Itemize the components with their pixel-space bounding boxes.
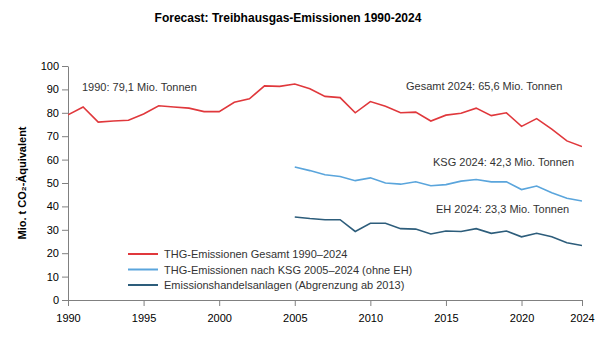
tick-label: 50 xyxy=(47,177,59,189)
legend-swatch xyxy=(128,269,158,271)
legend-item: Emissionshandelsanlagen (Abgrenzung ab 2… xyxy=(128,279,404,291)
tick: 2020 xyxy=(510,300,534,324)
line xyxy=(295,167,582,201)
tick-mark xyxy=(62,230,68,231)
legend-swatch xyxy=(128,253,158,255)
tick-mark xyxy=(219,300,220,306)
tick-mark xyxy=(62,300,68,301)
legend: THG-Emissionen Gesamt 1990–2024 THG-Emiss… xyxy=(128,248,412,291)
tick-label: 2020 xyxy=(510,312,534,324)
tick-mark xyxy=(62,183,68,184)
tick-label: 40 xyxy=(47,200,59,212)
tick: 1995 xyxy=(132,300,156,324)
tick-label: 2000 xyxy=(207,312,231,324)
tick-label: 10 xyxy=(47,271,59,283)
tick-mark xyxy=(295,300,296,306)
tick-label: 20 xyxy=(47,247,59,259)
tick-label: 80 xyxy=(47,107,59,119)
tick-label: 100 xyxy=(41,60,59,72)
tick: 1990 xyxy=(56,300,80,324)
tick-mark xyxy=(62,253,68,254)
tick: 2015 xyxy=(434,300,458,324)
tick: 30 xyxy=(47,224,68,236)
tick-label: 2024 xyxy=(570,312,594,324)
axis-line xyxy=(69,300,583,301)
tick-mark xyxy=(522,300,523,306)
tick-mark xyxy=(144,300,145,306)
legend-label: Emissionshandelsanlagen (Abgrenzung ab 2… xyxy=(164,279,404,291)
y-axis: 0 10 20 30 40 50 60 70 80 90 100 xyxy=(41,60,69,306)
legend-label: THG-Emissionen nach KSG 2005–2024 (ohne … xyxy=(164,264,412,276)
y-axis-label: Mio. t CO₂-Äquivalent xyxy=(16,126,28,239)
tick-mark xyxy=(62,206,68,207)
tick-mark xyxy=(62,136,68,137)
annotation: Gesamt 2024: 65,6 Mio. Tonnen xyxy=(406,80,562,92)
tick-mark xyxy=(62,277,68,278)
legend-swatch xyxy=(128,284,158,286)
tick-label: 30 xyxy=(47,224,59,236)
tick-label: 2015 xyxy=(434,312,458,324)
tick: 50 xyxy=(47,177,68,189)
legend-item: THG-Emissionen nach KSG 2005–2024 (ohne … xyxy=(128,264,412,276)
tick: 2005 xyxy=(283,300,307,324)
tick: 0 xyxy=(53,294,68,306)
tick: 70 xyxy=(47,130,68,142)
tick: 20 xyxy=(47,247,68,259)
tick-mark xyxy=(62,66,68,67)
x-axis: 1990 1995 2000 2005 2010 2015 2020 2024 xyxy=(56,300,594,324)
annotation: 1990: 79,1 Mio. Tonnen xyxy=(82,81,197,93)
tick-mark xyxy=(446,300,447,306)
tick-mark xyxy=(68,300,69,306)
tick-label: 70 xyxy=(47,130,59,142)
tick: 40 xyxy=(47,200,68,212)
tick-label: 1995 xyxy=(132,312,156,324)
tick-label: 90 xyxy=(47,83,59,95)
tick: 10 xyxy=(47,271,68,283)
tick-label: 60 xyxy=(47,154,59,166)
plot: 1990 1995 2000 2005 2010 2015 2020 2024 0 10 20 30 4… xyxy=(41,60,595,324)
line xyxy=(68,84,582,146)
chart: Forecast: Treibhausgas-Emissionen 1990-2… xyxy=(0,0,616,350)
tick: 90 xyxy=(47,83,68,95)
tick: 60 xyxy=(47,154,68,166)
tick-mark xyxy=(370,300,371,306)
tick-label: 0 xyxy=(53,294,59,306)
annotation: EH 2024: 23,3 Mio. Tonnen xyxy=(436,203,569,215)
tick: 80 xyxy=(47,107,68,119)
tick-label: 2005 xyxy=(283,312,307,324)
tick: 2010 xyxy=(359,300,383,324)
lines xyxy=(68,84,582,245)
title: Forecast: Treibhausgas-Emissionen 1990-2… xyxy=(155,11,422,25)
legend-item: THG-Emissionen Gesamt 1990–2024 xyxy=(128,248,347,260)
tick: 2024 xyxy=(570,300,594,324)
tick-mark xyxy=(62,113,68,114)
line xyxy=(295,217,582,246)
tick-mark xyxy=(582,300,583,306)
annotations: 1990: 79,1 Mio. Tonnen Gesamt 2024: 65,6 … xyxy=(82,80,574,215)
tick-mark xyxy=(62,89,68,90)
tick: 2000 xyxy=(207,300,231,324)
axis-line xyxy=(68,67,69,301)
legend-label: THG-Emissionen Gesamt 1990–2024 xyxy=(164,248,347,260)
tick: 100 xyxy=(41,60,68,72)
annotation: KSG 2024: 42,3 Mio. Tonnen xyxy=(433,156,574,168)
tick-label: 2010 xyxy=(359,312,383,324)
tick-mark xyxy=(62,160,68,161)
tick-label: 1990 xyxy=(56,312,80,324)
